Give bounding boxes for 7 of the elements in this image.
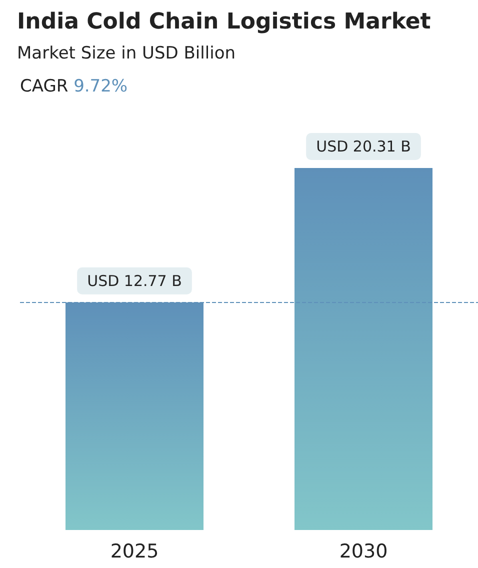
text: CAGR 9.72% (20, 76, 128, 96)
x-tick-label: 2025 (110, 540, 159, 562)
x-tick-label: 2030 (339, 540, 388, 562)
chart-title: India Cold Chain Logistics Market (17, 10, 432, 34)
data-label: USD 20.31 B (316, 138, 411, 156)
chart-subtitle: Market Size in USD Billion (17, 44, 236, 64)
data-label: USD 12.77 B (87, 272, 182, 290)
